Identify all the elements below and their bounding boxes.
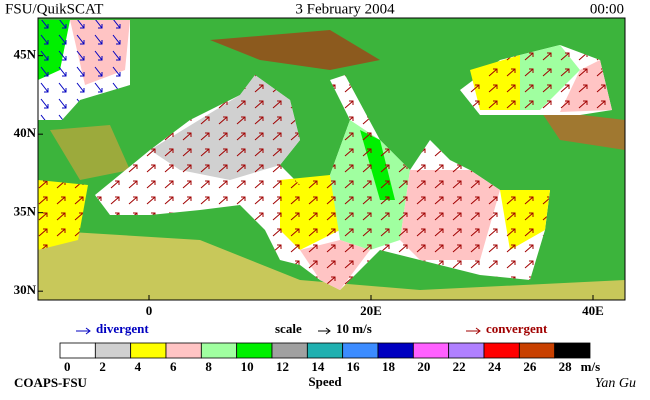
scale-value: 10 m/s (336, 321, 372, 336)
scale-arrow (318, 327, 331, 335)
lat-tick-label: 40N (14, 125, 37, 140)
map-frame (37, 17, 626, 301)
date: 3 February 2004 (295, 1, 395, 17)
colorbar-label: 4 (135, 359, 142, 374)
colorbar-swatch (342, 342, 379, 359)
lon-tick-label: 40E (582, 303, 604, 318)
land-mountain (540, 110, 625, 150)
colorbar-label: 10 (241, 359, 254, 374)
colorbar-label: 12 (276, 359, 289, 374)
colorbar-label: 28 (559, 359, 573, 374)
vector-legend: divergent scale 10 m/s convergent (76, 321, 548, 336)
map (38, 18, 625, 300)
convergent-arrow (466, 327, 481, 335)
colorbar-label: 6 (170, 359, 177, 374)
colorbar-label: 14 (311, 359, 325, 374)
product-title: FSU/QuikSCAT (5, 1, 103, 17)
colorbar-swatch (554, 342, 591, 359)
colorbar-swatch (271, 342, 308, 359)
author: Yan Gu (595, 376, 636, 391)
colorbar-label: 18 (382, 359, 396, 374)
land-desert (38, 230, 625, 300)
colorbar-label: 8 (205, 359, 212, 374)
colorbar: 0 2 4 6 8 10 12 14 16 18 20 22 24 26 28 m/s (59, 342, 601, 374)
colorbar-swatch (377, 342, 414, 359)
colorbar-swatch (130, 342, 167, 359)
institution: COAPS-FSU (14, 375, 88, 390)
lat-tick-label: 30N (14, 282, 37, 297)
colorbar-label: 24 (488, 359, 502, 374)
scale-label: scale (275, 321, 302, 336)
colorbar-title: Speed (308, 374, 342, 389)
map-ticks: 45N 40N 35N 30N 0 20E 40E (14, 47, 604, 318)
colorbar-swatch (200, 342, 238, 359)
colorbar-swatch (165, 342, 202, 359)
colorbar-label: 2 (99, 359, 106, 374)
colorbar-label: 20 (417, 359, 430, 374)
sea (38, 20, 612, 290)
colorbar-swatch (412, 342, 450, 359)
lon-tick-label: 0 (146, 303, 153, 318)
convergent-label: convergent (486, 321, 548, 336)
colorbar-label: 26 (523, 359, 537, 374)
colorbar-swatch (518, 342, 556, 359)
colorbar-unit: m/s (581, 359, 601, 374)
colorbar-swatch (236, 342, 273, 359)
colorbar-label: 22 (453, 359, 466, 374)
colorbar-label: 16 (347, 359, 361, 374)
land-plateau (50, 125, 130, 180)
land-mountain (210, 30, 380, 70)
colorbar-swatch (94, 342, 132, 359)
divergent-arrow (76, 327, 91, 335)
colorbar-label: 0 (64, 359, 71, 374)
colorbar-swatch (483, 342, 520, 359)
lat-tick-label: 35N (14, 204, 37, 219)
lat-tick-label: 45N (14, 47, 37, 62)
colorbar-swatch (448, 342, 485, 359)
divergent-label: divergent (96, 321, 149, 336)
time: 00:00 (590, 1, 624, 17)
colorbar-swatch (306, 342, 344, 359)
lon-tick-label: 20E (360, 303, 382, 318)
colorbar-swatch (59, 342, 96, 359)
